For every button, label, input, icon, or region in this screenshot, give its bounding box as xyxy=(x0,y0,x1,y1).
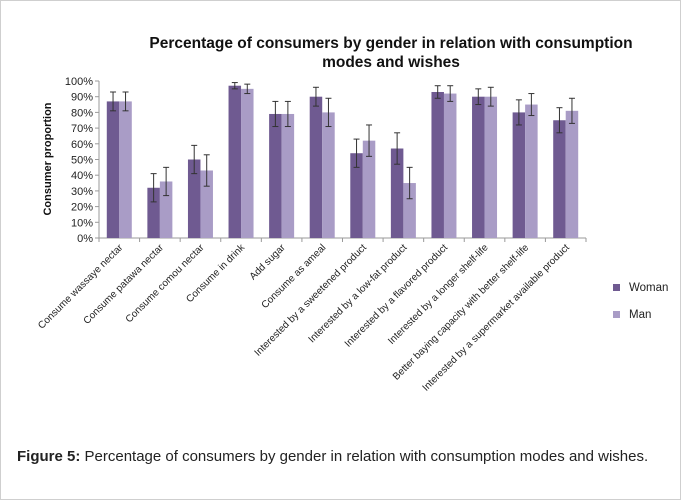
bar-woman xyxy=(147,187,160,238)
bar-man xyxy=(159,181,173,238)
axes: 0% 10% 20% 30% 40% 50% 60% 70% 80% 90% 100% xyxy=(65,76,587,245)
y-tick-label: 10% xyxy=(71,217,93,229)
bar-man xyxy=(119,101,132,238)
chart-title-line2: modes and wishes xyxy=(322,54,460,71)
y-tick-label: 100% xyxy=(65,76,93,88)
bar-woman xyxy=(350,153,363,238)
bar-woman xyxy=(269,113,282,238)
caption-text: Percentage of consumers by gender in rel… xyxy=(80,448,649,465)
bar-woman xyxy=(431,91,444,239)
figure-caption: Figure 5: Percentage of consumers by gen… xyxy=(17,447,665,466)
bar-woman xyxy=(472,96,485,238)
bar-woman xyxy=(187,159,201,238)
bar-woman xyxy=(106,101,120,238)
x-tick-label: Consume wassaye nectar xyxy=(36,242,126,332)
bar-woman xyxy=(553,120,566,238)
y-tick-label: 30% xyxy=(71,186,93,198)
y-tick-label: 60% xyxy=(71,139,93,151)
y-axis-label: Consumer proportion xyxy=(42,102,54,215)
legend-label-man: Man xyxy=(629,309,651,321)
bar-woman xyxy=(512,112,526,238)
bar-man xyxy=(484,96,498,238)
chart-title-line1: Percentage of consumers by gender in rel… xyxy=(149,35,632,52)
y-tick-label: 0% xyxy=(77,233,93,245)
caption-label: Figure 5: xyxy=(17,448,81,465)
bar-man xyxy=(322,112,335,238)
y-tick-label: 20% xyxy=(71,202,93,214)
bar-man xyxy=(525,104,538,238)
bar-man xyxy=(200,170,213,238)
legend-swatch-woman xyxy=(613,284,620,291)
y-tick-label: 40% xyxy=(71,170,93,182)
x-tick-label: Interested by a supermarket available pr… xyxy=(421,242,572,393)
y-tick-label: 90% xyxy=(71,92,93,104)
legend-swatch-man xyxy=(613,311,620,318)
legend-label-woman: Woman xyxy=(629,282,668,294)
bar-man xyxy=(443,93,457,238)
bar-woman xyxy=(228,85,242,239)
y-tick-label: 50% xyxy=(71,155,93,167)
bar-man xyxy=(362,140,376,238)
y-tick-label: 80% xyxy=(71,107,93,119)
bar-chart: Percentage of consumers by gender in rel… xyxy=(36,35,668,394)
bar-man xyxy=(565,110,579,238)
bar-man xyxy=(281,113,295,238)
bar-woman xyxy=(309,96,323,238)
x-tick-label: Add sugar xyxy=(248,242,288,282)
bar-man xyxy=(403,183,416,238)
x-tick-label: Consume patawa nectar xyxy=(82,242,167,327)
y-tick-label: 70% xyxy=(71,123,93,135)
legend: Woman Man xyxy=(613,282,668,321)
bar-man xyxy=(241,88,254,238)
bar-woman xyxy=(390,148,404,238)
bars xyxy=(106,82,579,239)
x-tick-label: Consume comou nectar xyxy=(124,242,207,325)
